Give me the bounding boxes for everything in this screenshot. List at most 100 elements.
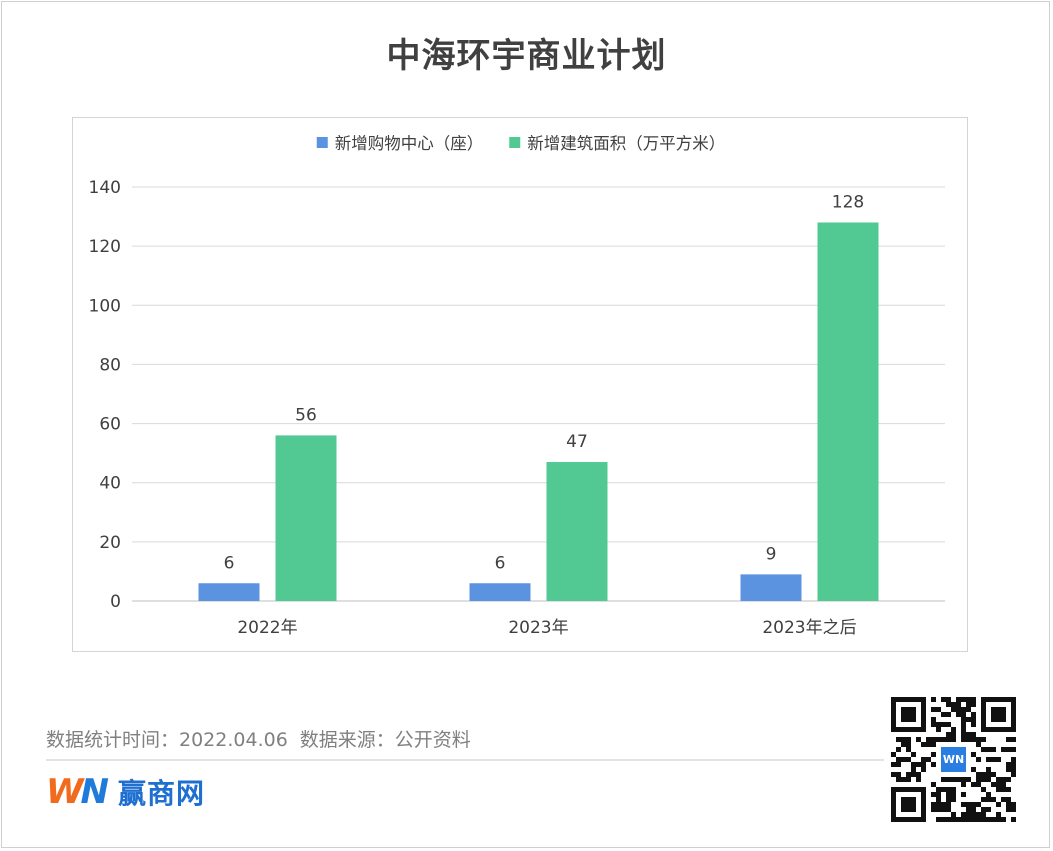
qr-module bbox=[936, 787, 941, 792]
qr-module bbox=[921, 742, 926, 747]
qr-module bbox=[951, 727, 956, 732]
qr-finder-core bbox=[901, 707, 916, 722]
qr-module bbox=[951, 737, 956, 742]
qr-module bbox=[956, 712, 961, 717]
qr-module bbox=[981, 812, 986, 817]
qr-module bbox=[946, 737, 951, 742]
qr-module bbox=[931, 762, 936, 767]
qr-module bbox=[986, 747, 991, 752]
qr-module bbox=[911, 767, 916, 772]
qr-module bbox=[951, 792, 956, 797]
qr-module bbox=[996, 812, 1001, 817]
qr-module bbox=[931, 802, 936, 807]
qr-module bbox=[996, 802, 1001, 807]
qr-module bbox=[971, 717, 976, 722]
qr-module bbox=[1006, 767, 1011, 772]
data-label: 9 bbox=[766, 544, 777, 564]
qr-module bbox=[951, 797, 956, 802]
qr-module bbox=[916, 772, 921, 777]
qr-module bbox=[946, 777, 951, 782]
qr-module bbox=[896, 762, 901, 767]
qr-module bbox=[891, 762, 896, 767]
qr-module bbox=[971, 752, 976, 757]
brand-logo-w: W bbox=[46, 772, 83, 812]
data-label: 47 bbox=[566, 432, 588, 452]
qr-module bbox=[961, 802, 966, 807]
qr-module bbox=[931, 697, 936, 702]
qr-badge-text: WN bbox=[943, 753, 964, 766]
qr-module bbox=[896, 747, 901, 752]
qr-module bbox=[961, 727, 966, 732]
qr-module bbox=[1006, 807, 1011, 812]
qr-module bbox=[971, 732, 976, 737]
qr-module bbox=[906, 772, 911, 777]
y-tick-label: 60 bbox=[99, 415, 121, 435]
qr-module bbox=[926, 757, 931, 762]
qr-module bbox=[946, 732, 951, 737]
qr-module bbox=[896, 772, 901, 777]
qr-module bbox=[971, 737, 976, 742]
qr-module bbox=[991, 747, 996, 752]
qr-module bbox=[961, 812, 966, 817]
qr-module bbox=[931, 737, 936, 742]
qr-module bbox=[936, 792, 941, 797]
qr-module bbox=[1011, 802, 1016, 807]
qr-module bbox=[961, 712, 966, 717]
y-tick-label: 80 bbox=[99, 355, 121, 375]
qr-module bbox=[946, 797, 951, 802]
qr-module bbox=[941, 807, 946, 812]
qr-module bbox=[971, 712, 976, 717]
qr-module bbox=[1011, 762, 1016, 767]
qr-module bbox=[981, 737, 986, 742]
qr-module bbox=[941, 777, 946, 782]
qr-module bbox=[986, 797, 991, 802]
qr-module bbox=[946, 712, 951, 717]
bar bbox=[469, 583, 531, 601]
qr-module bbox=[951, 787, 956, 792]
qr-module bbox=[986, 792, 991, 797]
qr-module bbox=[941, 802, 946, 807]
qr-module bbox=[966, 697, 971, 702]
brand-logo-n: N bbox=[80, 772, 110, 812]
qr-module bbox=[931, 782, 936, 787]
qr-module bbox=[966, 812, 971, 817]
qr-module bbox=[941, 697, 946, 702]
qr-module bbox=[981, 787, 986, 792]
qr-module bbox=[896, 777, 901, 782]
qr-module bbox=[911, 752, 916, 757]
qr-module bbox=[946, 792, 951, 797]
qr-badge bbox=[941, 747, 966, 772]
page-title: 中海环宇商业计划 bbox=[386, 36, 667, 76]
qr-module bbox=[1011, 747, 1016, 752]
qr-module bbox=[1006, 797, 1011, 802]
qr-module bbox=[971, 702, 976, 707]
qr-finder-core bbox=[991, 707, 1006, 722]
qr-module bbox=[956, 777, 961, 782]
brand-logo: WN bbox=[46, 772, 110, 812]
qr-module bbox=[1001, 747, 1006, 752]
qr-module bbox=[931, 792, 936, 797]
qr-module bbox=[986, 767, 991, 772]
qr-module bbox=[906, 747, 911, 752]
qr-module bbox=[1001, 782, 1006, 787]
qr-module bbox=[991, 797, 996, 802]
qr-module bbox=[961, 737, 966, 742]
qr-module bbox=[971, 697, 976, 702]
qr-module bbox=[991, 782, 996, 787]
qr-module bbox=[936, 727, 941, 732]
qr-module bbox=[921, 762, 926, 767]
qr-module bbox=[951, 817, 956, 822]
qr-module bbox=[941, 737, 946, 742]
qr-module bbox=[991, 772, 996, 777]
qr-module bbox=[961, 717, 966, 722]
chart-area: 0 20 40 60 80 100 120 140 6 56 2022年 6 47 2023年 9 128 20… bbox=[72, 117, 968, 652]
x-tick-label: 2023年之后 bbox=[762, 618, 856, 638]
qr-module bbox=[936, 807, 941, 812]
qr-module bbox=[966, 732, 971, 737]
legend-label: 新增购物中心（座） bbox=[335, 134, 484, 153]
qr-module bbox=[961, 817, 966, 822]
qr-module bbox=[936, 802, 941, 807]
qr-module bbox=[1001, 797, 1006, 802]
brand: WN 赢商网 bbox=[46, 772, 205, 812]
brand-name: 赢商网 bbox=[117, 777, 205, 810]
